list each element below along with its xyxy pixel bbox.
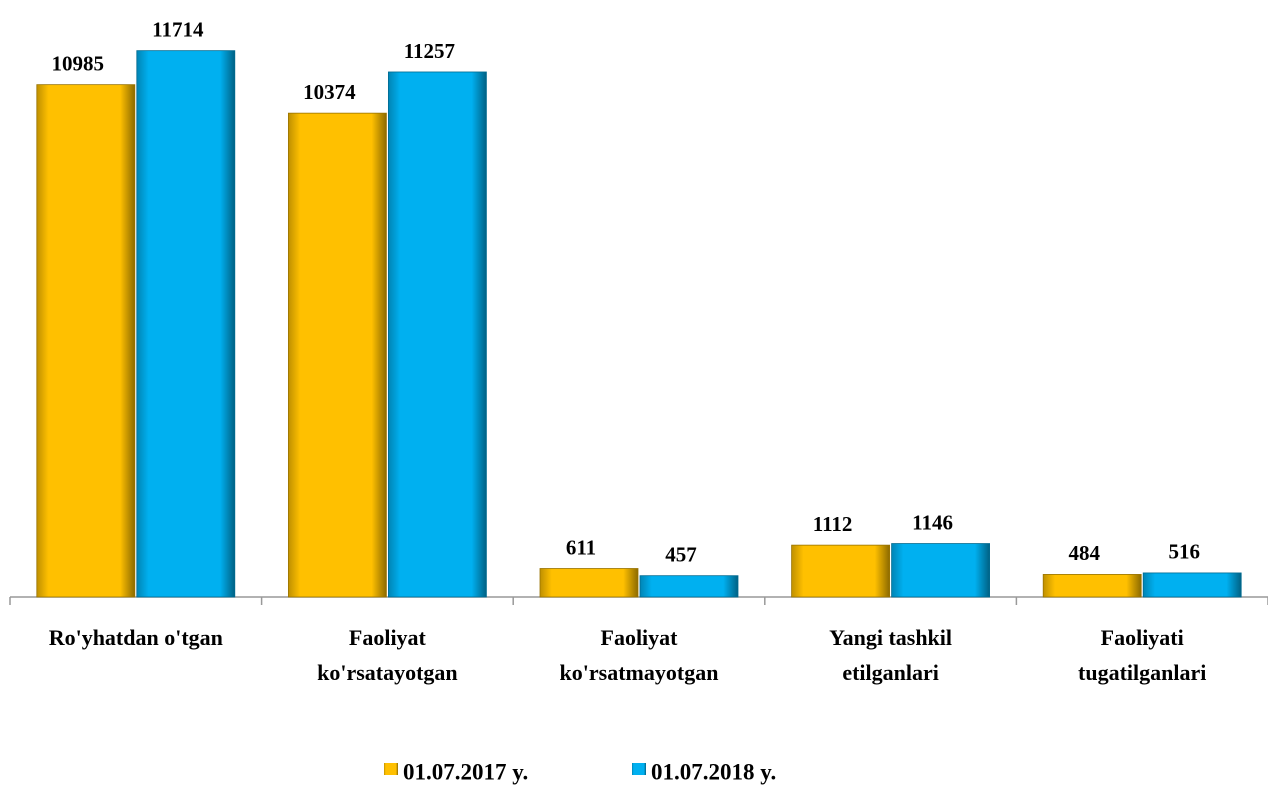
value-label: 11257 (404, 39, 455, 63)
value-label: 484 (1068, 541, 1100, 565)
value-label: 1112 (813, 512, 853, 536)
x-tick-label: ko'rsatayotgan (317, 660, 458, 685)
value-label: 1146 (912, 510, 953, 534)
legend-label: 01.07.2018 y. (651, 759, 776, 784)
x-tick-label: ko'rsatmayotgan (560, 660, 719, 685)
legend-swatch (632, 763, 646, 775)
bar (36, 84, 136, 598)
x-tick-label: tugatilganlari (1078, 660, 1206, 685)
value-label: 10374 (303, 80, 356, 104)
value-label: 10985 (52, 51, 105, 75)
x-tick-label: Faoliyat (601, 625, 679, 650)
x-tick-label: etilganlari (842, 660, 939, 685)
bar (136, 50, 236, 598)
bar (891, 543, 990, 598)
value-label: 457 (665, 542, 697, 566)
bar (539, 568, 639, 598)
legend-swatch (384, 763, 398, 775)
value-label: 516 (1168, 540, 1200, 564)
bar (387, 71, 487, 598)
bar (791, 544, 890, 598)
bar (1042, 574, 1142, 598)
legend-label: 01.07.2017 y. (403, 759, 528, 784)
x-tick-label: Yangi tashkil (829, 625, 952, 650)
bar (1142, 572, 1242, 598)
x-tick-label: Faoliyat (349, 625, 427, 650)
x-tick-label: Ro'yhatdan o'tgan (49, 625, 223, 650)
value-label: 611 (566, 535, 596, 559)
bar (639, 575, 739, 598)
x-tick-label: Faoliyati (1101, 625, 1184, 650)
value-label: 11714 (152, 17, 204, 41)
bar (287, 112, 387, 598)
